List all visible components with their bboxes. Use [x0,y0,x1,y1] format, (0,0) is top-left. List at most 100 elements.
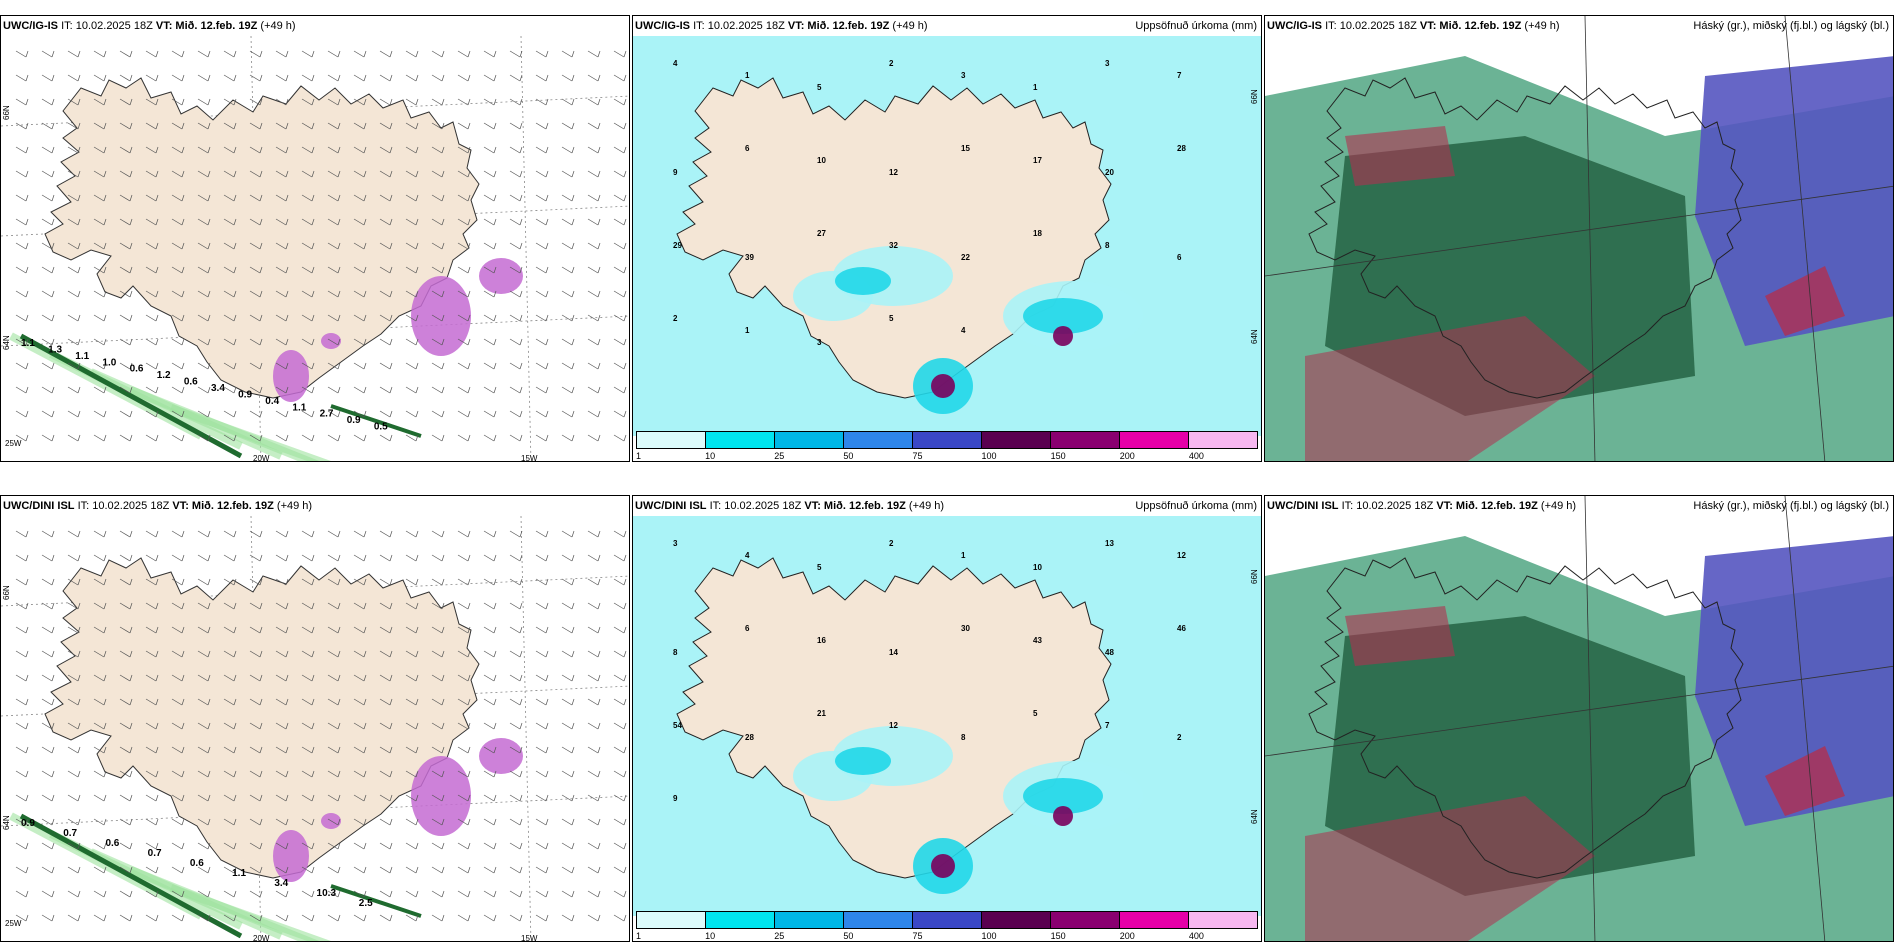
precip-colorbar [636,431,1258,449]
lat-label: 66N [1250,89,1259,104]
precip-value-label: 28 [1177,144,1186,153]
colorbar-swatch [1189,912,1257,928]
colorbar-swatch [706,912,775,928]
precip-value-label: 48 [1105,648,1114,657]
precip-value-label: 8 [961,733,966,742]
precip-map: 66N64N4152313796101215172028293927322218… [633,36,1261,436]
colorbar-tick: 75 [912,931,923,941]
colorbar-tick: 1 [636,931,642,941]
colorbar-tick: 10 [705,931,716,941]
precip-value-label: 6 [1177,253,1182,262]
precip-value-label: 5 [889,314,894,323]
colorbar-swatch [706,432,775,448]
lon-label: 15W [521,934,538,942]
lat-label: 66N [1250,569,1259,584]
precip-colorbar [636,911,1258,929]
rain-value-label: 1.3 [48,344,62,355]
rain-value-label: 1.1 [232,868,246,879]
precip-value-label: 1 [1033,83,1038,92]
precip-value-label: 2 [1177,733,1182,742]
rain-value-label: 0.9 [347,415,361,426]
lon-label: 15W [521,454,538,462]
rain-value-label: 0.9 [21,818,35,829]
precip-value-label: 3 [817,338,822,347]
panel-b3: UWC/DINI ISL IT: 10.02.2025 18Z VT: Mið.… [1264,495,1894,942]
precip-value-label: 9 [673,168,678,177]
precip-value-label: 12 [889,168,898,177]
colorbar-tick: 200 [1119,451,1135,461]
colorbar-swatch [844,912,913,928]
panel-title: UWC/DINI ISL IT: 10.02.2025 18Z VT: Mið.… [1267,500,1577,512]
rain-value-label: 1.0 [102,357,116,368]
rain-value-label: 0.6 [184,377,198,388]
lon-label: 25W [5,919,22,928]
colorbar-swatch [637,432,706,448]
precip-value-label: 2 [889,59,894,68]
panel-title: UWC/DINI ISL IT: 10.02.2025 18Z VT: Mið.… [3,500,313,512]
precip-value-label: 10 [817,156,826,165]
precip-value-label: 5 [817,83,822,92]
precip-value-label: 4 [673,59,678,68]
panel-b1: UWC/DINI ISL IT: 10.02.2025 18Z VT: Mið.… [0,495,630,942]
precip-value-label: 12 [889,721,898,730]
precip-value-label: 8 [673,648,678,657]
lon-label: 25W [5,439,22,448]
colorbar-swatch [1051,432,1120,448]
precip-value-label: 27 [817,229,826,238]
colorbar-swatch [982,432,1051,448]
precip-value-label: 3 [961,71,966,80]
lat-label: 64N [1250,809,1259,824]
panel-subtitle: Háský (gr.), miðský (fj.bl.) og lágský (… [1693,20,1889,32]
colorbar-swatch [1051,912,1120,928]
wind-map: 66N 64N 25W 20W 15W 1.1 1.3 1.1 1.0 0.6 1.2 0.6 3.4 0… [1,35,629,462]
colorbar-tick: 50 [843,451,854,461]
lat-label: 66N [2,585,11,600]
panel-a2: UWC/IG-IS IT: 10.02.2025 18Z VT: Mið. 12… [632,15,1262,462]
colorbar-tick: 50 [843,931,854,941]
precip-value-label: 46 [1177,624,1186,633]
rain-value-label: 0.9 [238,389,252,400]
colorbar-swatch [1120,432,1189,448]
precip-value-label: 8 [1105,241,1110,250]
colorbar-tick: 1 [636,451,642,461]
precip-value-label: 2 [889,539,894,548]
panel-title: UWC/DINI ISL IT: 10.02.2025 18Z VT: Mið.… [635,500,945,512]
precip-value-label: 15 [961,144,970,153]
rain-value-label: 0.6 [105,838,119,849]
panel-a3: UWC/IG-IS IT: 10.02.2025 18Z VT: Mið. 12… [1264,15,1894,462]
colorbar-tick: 100 [981,931,997,941]
precip-value-label: 6 [745,624,750,633]
panel-a1: UWC/IG-IS IT: 10.02.2025 18Z VT: Mið. 12… [0,15,630,462]
precip-value-label: 5 [1033,709,1038,718]
precip-value-label: 22 [961,253,970,262]
precip-value-label: 3 [673,539,678,548]
colorbar-tick: 400 [1188,451,1204,461]
rain-value-label: 0.6 [190,858,204,869]
rain-value-label: 0.7 [63,828,77,839]
rain-value-label: 2.5 [359,898,373,909]
precip-value-label: 32 [889,241,898,250]
wind-map: 66N 64N 25W 20W 15W 0.9 0.7 0.6 0.7 0.6 1.1 3.4 10.3… [1,515,629,942]
precip-value-label: 14 [889,648,898,657]
panel-title: UWC/IG-IS IT: 10.02.2025 18Z VT: Mið. 12… [1267,20,1560,32]
colorbar-swatch [844,432,913,448]
lat-label: 66N [2,105,11,120]
precip-value-label: 12 [1177,551,1186,560]
rain-value-label: 0.4 [265,396,279,407]
panel-subtitle: Háský (gr.), miðský (fj.bl.) og lágský (… [1693,500,1889,512]
colorbar-swatch [913,912,982,928]
rain-value-label: 2.7 [320,409,334,420]
rain-value-label: 1.2 [157,370,171,381]
precip-value-label: 5 [817,563,822,572]
lat-label: 64N [2,335,11,350]
colorbar-tick: 75 [912,451,923,461]
rain-value-label: 0.7 [148,848,162,859]
precip-value-label: 6 [745,144,750,153]
colorbar-tick: 25 [774,931,785,941]
precip-value-label: 30 [961,624,970,633]
precip-value-label: 20 [1105,168,1114,177]
precip-value-label: 21 [817,709,826,718]
rain-value-label: 3.4 [274,878,288,889]
precip-value-label: 16 [817,636,826,645]
precip-value-label: 17 [1033,156,1042,165]
